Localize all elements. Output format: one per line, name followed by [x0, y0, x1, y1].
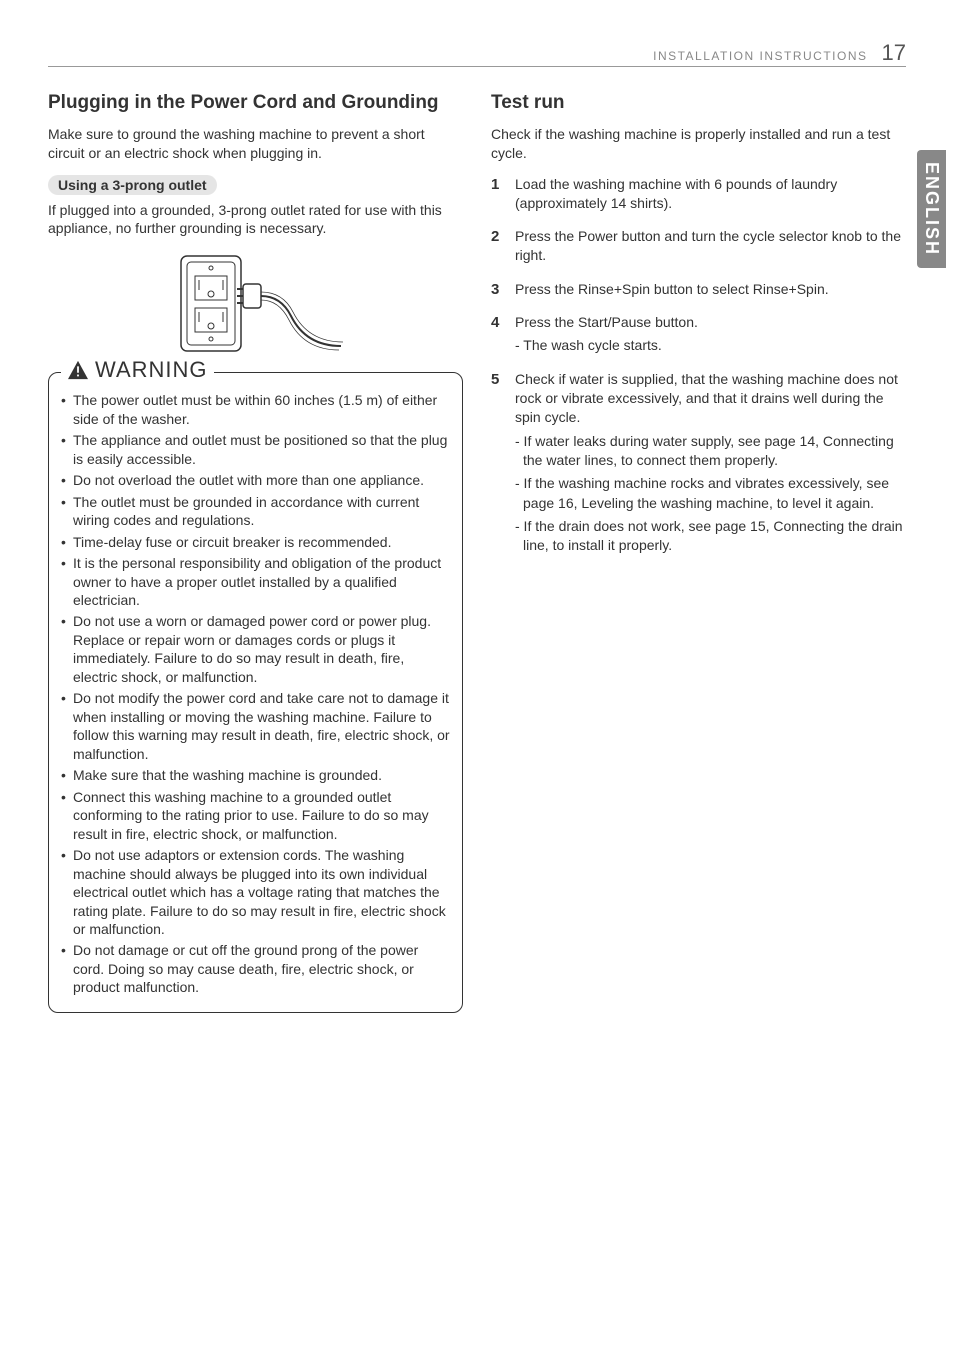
step-sub: - The wash cycle starts. — [515, 336, 906, 355]
warning-box: WARNING The power outlet must be within … — [48, 372, 463, 1013]
left-column: Plugging in the Power Cord and Grounding… — [48, 91, 463, 1013]
warning-list: The power outlet must be within 60 inche… — [61, 391, 450, 997]
step-item: 1 Load the washing machine with 6 pounds… — [491, 175, 906, 214]
sub-heading-pill: Using a 3-prong outlet — [48, 175, 217, 195]
step-number: 4 — [491, 313, 499, 334]
left-intro: Make sure to ground the washing machine … — [48, 125, 463, 163]
step-text: Press the Start/Pause button. — [515, 314, 698, 330]
step-sub: - If the washing machine rocks and vibra… — [515, 474, 906, 513]
header-rule — [48, 66, 906, 67]
outlet-illustration — [161, 246, 351, 366]
step-text: Load the washing machine with 6 pounds o… — [515, 176, 837, 211]
page-header: INSTALLATION INSTRUCTIONS 17 — [48, 40, 906, 66]
warning-item: The appliance and outlet must be positio… — [61, 431, 450, 468]
warning-item: Make sure that the washing machine is gr… — [61, 766, 450, 784]
step-item: 3 Press the Rinse+Spin button to select … — [491, 280, 906, 299]
right-heading: Test run — [491, 91, 906, 115]
section-title: INSTALLATION INSTRUCTIONS — [653, 49, 867, 63]
step-number: 2 — [491, 227, 499, 248]
step-item: 4 Press the Start/Pause button. - The wa… — [491, 313, 906, 356]
step-sub: - If water leaks during water supply, se… — [515, 432, 906, 471]
warning-item: It is the personal responsibility and ob… — [61, 554, 450, 609]
warning-triangle-icon — [67, 360, 89, 380]
step-sub: - If the drain does not work, see page 1… — [515, 517, 906, 556]
step-item: 5 Check if water is supplied, that the w… — [491, 370, 906, 556]
step-number: 5 — [491, 370, 499, 391]
warning-item: Time-delay fuse or circuit breaker is re… — [61, 533, 450, 551]
step-text: Press the Power button and turn the cycl… — [515, 228, 901, 263]
right-column: Test run Check if the washing machine is… — [491, 91, 906, 1013]
step-number: 1 — [491, 175, 499, 196]
warning-item: The outlet must be grounded in accordanc… — [61, 493, 450, 530]
warning-item: Do not damage or cut off the ground pron… — [61, 941, 450, 996]
warning-item: Do not modify the power cord and take ca… — [61, 689, 450, 763]
warning-item: Do not use a worn or damaged power cord … — [61, 612, 450, 686]
left-heading: Plugging in the Power Cord and Grounding — [48, 91, 463, 115]
step-number: 3 — [491, 280, 499, 301]
sub-heading-text: If plugged into a grounded, 3-prong outl… — [48, 201, 463, 239]
step-item: 2 Press the Power button and turn the cy… — [491, 227, 906, 266]
step-text: Check if water is supplied, that the was… — [515, 371, 898, 426]
right-intro: Check if the washing machine is properly… — [491, 125, 906, 163]
warning-item: The power outlet must be within 60 inche… — [61, 391, 450, 428]
warning-item: Connect this washing machine to a ground… — [61, 788, 450, 843]
content-columns: Plugging in the Power Cord and Grounding… — [48, 91, 906, 1013]
step-list: 1 Load the washing machine with 6 pounds… — [491, 175, 906, 556]
language-tab: ENGLISH — [917, 150, 946, 268]
page-number: 17 — [882, 40, 906, 66]
step-text: Press the Rinse+Spin button to select Ri… — [515, 281, 829, 297]
warning-label-text: WARNING — [95, 357, 208, 383]
warning-item: Do not overload the outlet with more tha… — [61, 471, 450, 489]
warning-item: Do not use adaptors or extension cords. … — [61, 846, 450, 938]
warning-title: WARNING — [61, 357, 214, 383]
